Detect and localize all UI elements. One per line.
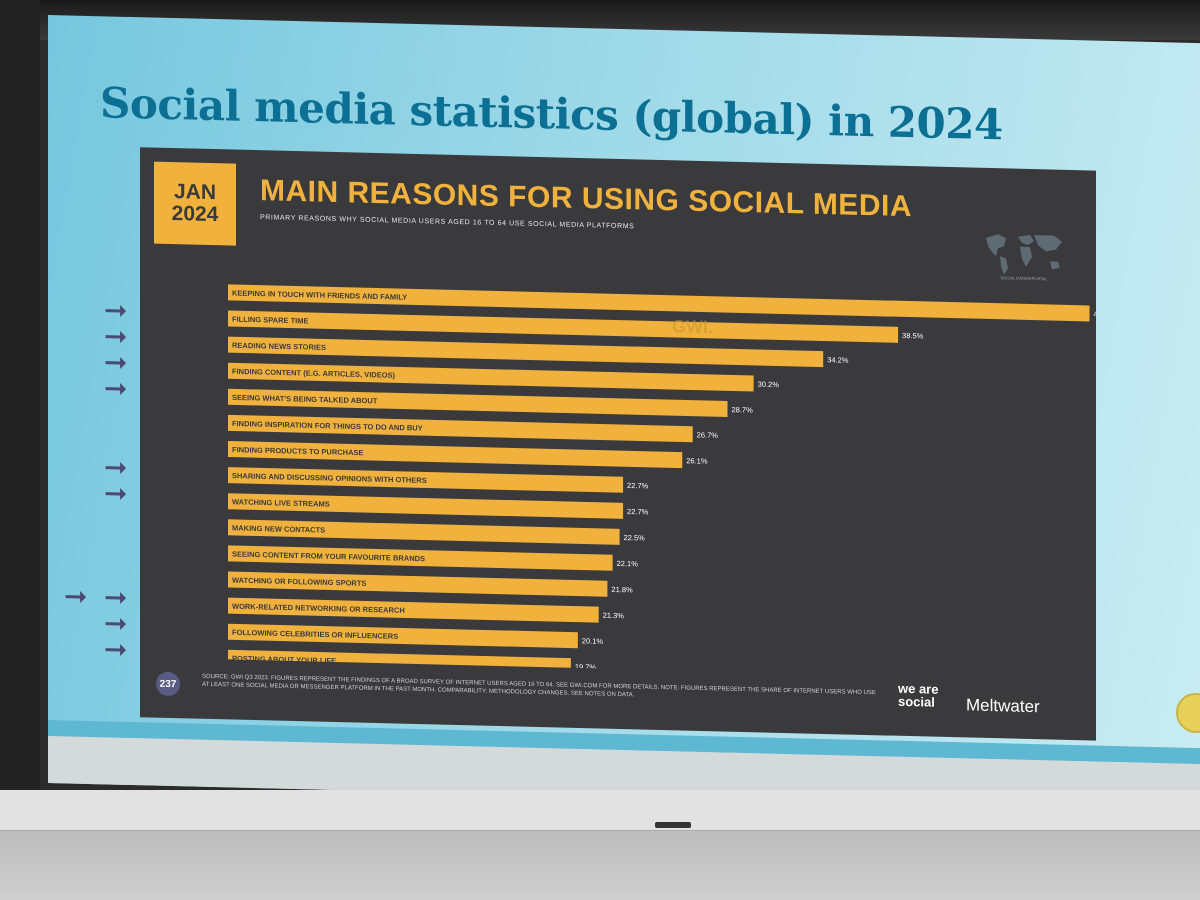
category-label: FINDING PRODUCTS TO PURCHASE [232,445,364,457]
bar [228,284,1090,322]
value-label: 21.8% [611,585,633,595]
category-label: SEEING WHAT'S BEING TALKED ABOUT [232,393,378,406]
bar [228,545,613,571]
category-label: MAKING NEW CONTACTS [232,523,325,534]
value-label: 49.5% [1093,310,1096,320]
projector-bezel [0,790,1200,900]
world-map-icon: SOCIAL DATAREPORTAL [986,234,1062,281]
arrow-icon: ➞ [104,372,128,405]
value-label: 22.7% [627,507,649,517]
source-note: SOURCE: GWI Q3 2023. FIGURES REPRESENT T… [202,673,876,699]
bar [228,571,608,597]
bar [228,310,899,343]
category-label: READING NEWS STORIES [232,341,326,352]
category-label: FILLING SPARE TIME [232,315,309,326]
bar [228,623,578,649]
value-label: 21.3% [603,611,625,621]
value-label: 26.1% [686,456,708,466]
map-label: SOCIAL DATAREPORTAL [1001,275,1049,281]
arrow-icon: ➞ [104,633,128,666]
value-label: 22.7% [627,481,649,491]
category-label: FINDING CONTENT (E.G. ARTICLES, VIDEOS) [232,367,396,380]
category-label: WATCHING OR FOLLOWING SPORTS [232,576,366,588]
value-label: 38.5% [902,331,924,341]
bar [228,336,824,368]
slide-title: Social media statistics (global) in 2024 [100,78,1003,150]
bar [228,597,599,623]
value-label: 30.2% [758,380,780,390]
bar [228,467,624,493]
value-label: 22.1% [617,559,639,569]
meltwater-logo: Meltwater [966,695,1040,717]
room-background-left [0,0,40,900]
arrow-icon: ➞ [64,580,88,613]
value-label: 22.5% [624,533,646,543]
value-label: 26.7% [697,430,719,440]
bar [228,440,683,469]
we-are-social-logo: we are social [898,680,939,710]
chart-panel: JAN 2024 MAIN REASONS FOR USING SOCIAL M… [140,147,1096,741]
category-label: FOLLOWING CELEBRITIES OR INFLUENCERS [232,628,398,641]
value-label: 20.1% [582,636,604,646]
value-label: 34.2% [827,355,849,365]
arrow-icon: ➞ [104,477,128,509]
corner-badge [1176,692,1200,734]
bar-chart: KEEPING IN TOUCH WITH FRIENDS AND FAMILY… [228,284,1096,675]
category-label: POSTING ABOUT YOUR LIFE [232,654,336,666]
bar [228,493,624,519]
bezel-strip [0,790,1200,831]
category-label: KEEPING IN TOUCH WITH FRIENDS AND FAMILY [232,288,407,301]
bezel-notch [655,822,691,828]
value-label: 28.7% [731,405,753,415]
bar [228,362,754,392]
category-label: WORK-RELATED NETWORKING OR RESEARCH [232,602,405,615]
bar [228,414,693,443]
projected-slide: Social media statistics (global) in 2024… [48,15,1200,812]
value-label: 19.7% [575,662,597,672]
bar [228,388,728,418]
category-label: WATCHING LIVE STREAMS [232,497,330,508]
page-number: 237 [156,671,180,697]
bar [228,519,620,545]
gwi-watermark: GWI. [672,316,713,337]
